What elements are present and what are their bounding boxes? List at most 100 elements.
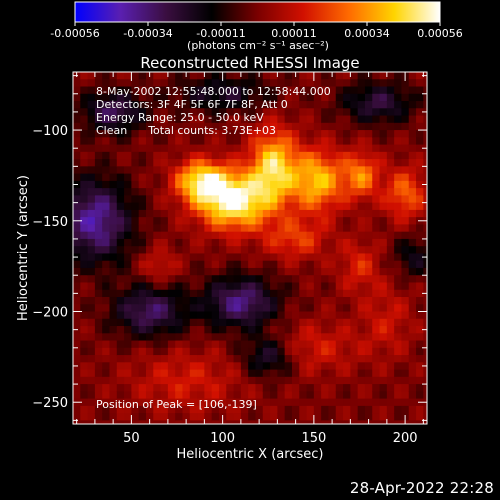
heatmap-cell <box>138 296 147 305</box>
heatmap-cell <box>277 413 286 421</box>
heatmap-cell <box>145 115 154 124</box>
heatmap-cell <box>226 275 235 284</box>
heatmap-cell <box>306 151 315 160</box>
heatmap-cell <box>124 159 132 167</box>
heatmap-cell <box>145 173 154 182</box>
heatmap-cell <box>394 101 403 109</box>
annotation-time: 8-May-2002 12:55:48.000 to 12:58:44.000 <box>96 85 331 98</box>
heatmap-cell <box>131 304 140 313</box>
heatmap-cell <box>343 86 351 95</box>
heatmap-cell <box>102 202 111 211</box>
heatmap-cell <box>423 166 427 175</box>
heatmap-cell <box>80 231 89 240</box>
heatmap-cell <box>343 413 351 421</box>
heatmap-cell <box>116 166 125 175</box>
heatmap-cell <box>94 130 103 138</box>
heatmap-cell <box>277 72 286 80</box>
heatmap-cell <box>175 340 184 349</box>
heatmap-cell <box>116 318 125 327</box>
heatmap-cell <box>233 72 242 80</box>
heatmap-cell <box>262 369 271 378</box>
heatmap-cell <box>277 420 286 424</box>
heatmap-cell <box>306 224 315 233</box>
heatmap-cell <box>423 209 427 218</box>
heatmap-cell <box>408 217 417 226</box>
heatmap-cell <box>226 333 235 342</box>
heatmap-cell <box>357 246 366 255</box>
heatmap-cell <box>226 376 235 385</box>
heatmap-cell <box>80 282 89 291</box>
heatmap-cell <box>248 420 257 424</box>
heatmap-cell <box>211 246 220 255</box>
heatmap-cell <box>116 224 125 233</box>
heatmap-cell <box>197 405 205 414</box>
heatmap-cell <box>343 333 351 342</box>
heatmap-cell <box>80 137 89 146</box>
heatmap-cell <box>350 304 359 313</box>
heatmap-cell <box>145 391 154 400</box>
heatmap-cell <box>116 253 125 262</box>
heatmap-cell <box>175 159 184 167</box>
heatmap-cell <box>262 122 271 131</box>
heatmap-cell <box>306 209 315 218</box>
heatmap-cell <box>343 267 351 276</box>
heatmap-cell <box>80 275 89 284</box>
heatmap-cell <box>357 93 366 102</box>
heatmap-cell <box>335 209 344 218</box>
heatmap-cell <box>416 260 424 269</box>
heatmap-cell <box>240 246 249 255</box>
heatmap-cell <box>357 122 366 131</box>
heatmap-cell <box>386 275 395 284</box>
heatmap-cell <box>102 275 111 284</box>
heatmap-cell <box>87 130 96 138</box>
heatmap-cell <box>401 296 410 305</box>
heatmap-cell <box>109 108 118 117</box>
heatmap-cell <box>204 326 213 334</box>
heatmap-cell <box>80 217 89 226</box>
heatmap-cell <box>343 188 351 196</box>
heatmap-cell <box>138 79 147 88</box>
heatmap-cell <box>291 217 300 226</box>
heatmap-cell <box>423 355 427 363</box>
heatmap-cell <box>167 173 176 182</box>
heatmap-cell <box>284 79 293 88</box>
heatmap-cell <box>189 224 198 233</box>
heatmap-cell <box>109 275 118 284</box>
heatmap-cell <box>328 101 337 109</box>
heatmap-cell <box>364 166 373 175</box>
heatmap-cell <box>145 238 154 247</box>
heatmap-cell <box>197 93 205 102</box>
heatmap-cell <box>226 318 235 327</box>
heatmap-cell <box>218 188 227 196</box>
heatmap-cell <box>116 101 125 109</box>
heatmap-cell <box>87 376 96 385</box>
heatmap-cell <box>408 166 417 175</box>
heatmap-cell <box>372 79 381 88</box>
heatmap-cell <box>350 405 359 414</box>
heatmap-cell <box>94 86 103 95</box>
heatmap-cell <box>328 224 337 233</box>
heatmap-cell <box>270 275 278 284</box>
heatmap-cell <box>270 362 278 371</box>
heatmap-cell <box>145 267 154 276</box>
heatmap-cell <box>240 282 249 291</box>
heatmap-cell <box>364 238 373 247</box>
heatmap-cell <box>328 289 337 298</box>
heatmap-cell <box>124 384 132 392</box>
heatmap-cell <box>197 122 205 131</box>
heatmap-cell <box>189 304 198 313</box>
heatmap-cell <box>102 260 111 269</box>
heatmap-cell <box>211 347 220 356</box>
heatmap-cell <box>291 275 300 284</box>
heatmap-cell <box>394 246 403 255</box>
heatmap-cell <box>204 180 213 189</box>
heatmap-cell <box>131 72 140 80</box>
heatmap-cell <box>240 202 249 211</box>
heatmap-cell <box>189 101 198 109</box>
heatmap-cell <box>138 72 147 80</box>
heatmap-cell <box>197 115 205 124</box>
heatmap-cell <box>262 296 271 305</box>
heatmap-cell <box>73 101 81 109</box>
heatmap-cell <box>277 209 286 218</box>
heatmap-cell <box>313 384 322 392</box>
